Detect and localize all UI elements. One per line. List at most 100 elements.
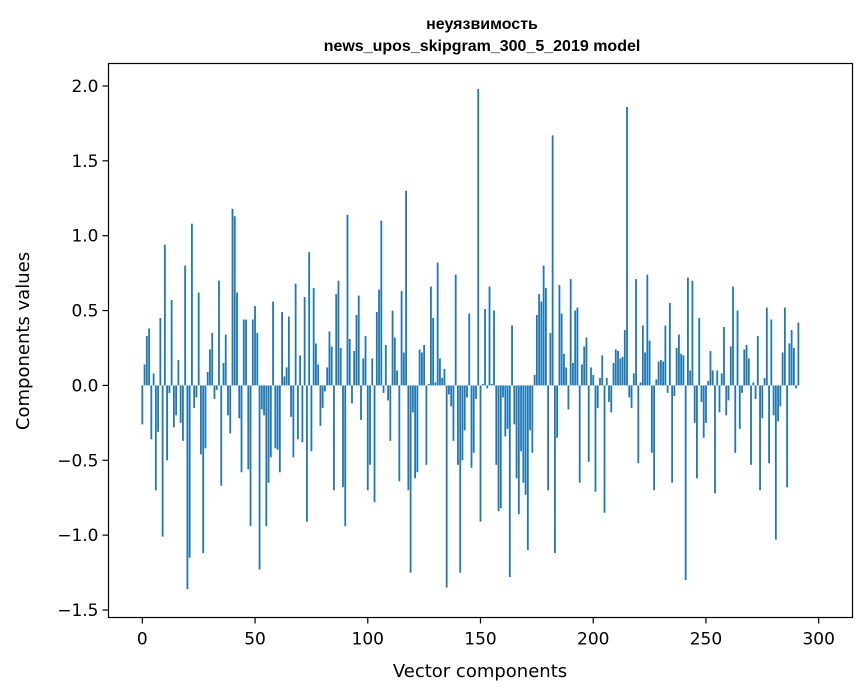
- bar-277: [765, 307, 768, 386]
- bar-103: [373, 385, 376, 503]
- bar-183: [554, 385, 556, 554]
- bar-62: [281, 312, 283, 386]
- bar-148: [475, 385, 477, 399]
- bar-257: [720, 373, 723, 386]
- bar-272: [754, 385, 757, 399]
- bar-205: [603, 385, 606, 513]
- bar-247: [698, 318, 701, 386]
- bar-24: [195, 385, 198, 398]
- bar-186: [560, 313, 563, 386]
- bar-159: [499, 385, 502, 509]
- bar-230: [659, 359, 662, 386]
- bar-91: [346, 214, 349, 386]
- bar-7: [157, 385, 159, 432]
- bar-246: [696, 385, 698, 479]
- bar-220: [637, 385, 640, 464]
- y-tick-label: 0.0: [71, 376, 98, 396]
- bar-64: [285, 367, 288, 386]
- bar-265: [738, 385, 741, 429]
- bar-74: [308, 252, 311, 386]
- bar-240: [682, 355, 685, 386]
- bar-128: [430, 286, 432, 386]
- bar-88: [339, 347, 342, 386]
- bar-165: [513, 385, 516, 425]
- x-tick-label: 150: [464, 630, 496, 650]
- y-axis-label: Components values: [13, 252, 34, 430]
- bar-190: [569, 279, 572, 386]
- bar-69: [296, 385, 299, 440]
- bar-131: [436, 262, 439, 386]
- bar-262: [732, 286, 734, 386]
- bar-229: [657, 361, 660, 386]
- bar-206: [605, 377, 608, 386]
- bar-21: [188, 385, 191, 558]
- bar-40: [231, 208, 234, 386]
- bar-235: [671, 385, 674, 483]
- bars-group: [141, 88, 800, 590]
- bar-150: [479, 385, 482, 522]
- bar-212: [619, 358, 622, 386]
- bar-92: [348, 339, 351, 386]
- bar-132: [439, 358, 441, 386]
- bar-84: [330, 346, 333, 386]
- bar-260: [727, 385, 730, 401]
- bar-122: [416, 385, 419, 473]
- bar-58: [272, 301, 274, 386]
- bar-102: [371, 358, 374, 386]
- bar-255: [716, 370, 719, 386]
- bar-108: [384, 344, 387, 386]
- bar-174: [533, 374, 536, 386]
- y-tick-label: 2.0: [71, 77, 98, 97]
- bar-248: [700, 385, 703, 402]
- bar-217: [630, 385, 633, 408]
- bar-288: [790, 330, 793, 386]
- bar-20: [186, 385, 189, 590]
- bar-284: [781, 352, 784, 386]
- bar-261: [729, 346, 732, 386]
- bar-210: [614, 349, 617, 386]
- bar-48: [249, 385, 252, 527]
- bar-138: [452, 385, 455, 441]
- bar-275: [761, 385, 764, 419]
- bar-254: [714, 385, 716, 494]
- bar-151: [481, 383, 484, 386]
- bar-216: [628, 385, 631, 398]
- y-axis-ticks: −1.5 −1.0 −0.5 0.0 0.5 1.0 1.5 2.0: [57, 77, 109, 621]
- bar-213: [621, 356, 624, 386]
- bar-81: [324, 385, 326, 392]
- bar-61: [278, 385, 281, 473]
- bar-111: [391, 310, 394, 386]
- bar-34: [218, 280, 220, 386]
- bar-66: [290, 385, 293, 417]
- bar-264: [736, 310, 739, 386]
- x-tick-label: 200: [577, 630, 609, 650]
- bar-282: [777, 385, 779, 422]
- bar-125: [423, 344, 426, 386]
- bar-42: [236, 292, 238, 386]
- bar-223: [644, 352, 646, 386]
- bar-65: [287, 316, 290, 386]
- bar-36: [222, 362, 225, 386]
- bar-115: [400, 291, 403, 386]
- bar-276: [763, 377, 766, 386]
- bar-280: [772, 385, 775, 416]
- bar-259: [725, 385, 728, 416]
- bar-134: [443, 368, 446, 386]
- bar-47: [247, 385, 250, 470]
- bar-152: [484, 309, 486, 386]
- bar-249: [702, 385, 705, 438]
- bar-149: [477, 88, 480, 386]
- bar-185: [558, 285, 561, 386]
- bar-169: [522, 385, 525, 483]
- bar-100: [366, 385, 369, 491]
- bar-164: [511, 325, 513, 386]
- bar-14: [172, 385, 175, 428]
- bar-158: [497, 385, 500, 512]
- bar-85: [333, 385, 335, 491]
- bar-107: [382, 385, 385, 393]
- bar-139: [454, 274, 457, 386]
- bar-269: [747, 358, 750, 386]
- bar-233: [666, 385, 669, 393]
- bar-129: [432, 318, 435, 386]
- bar-175: [535, 315, 538, 386]
